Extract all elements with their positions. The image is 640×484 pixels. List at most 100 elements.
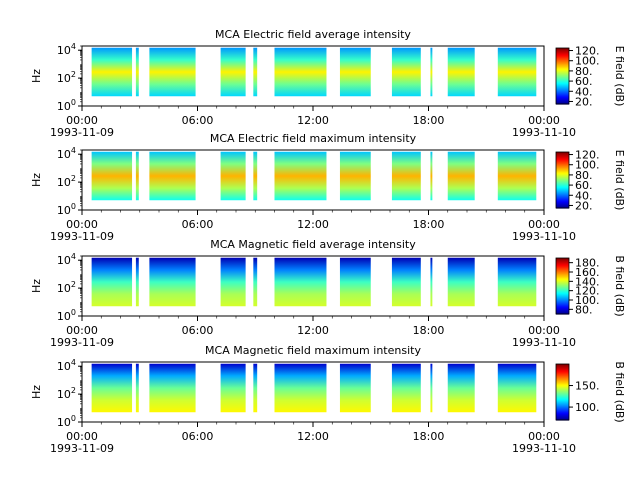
spectrogram-segment <box>339 47 371 97</box>
colorbar-tick-label: 80. <box>575 65 593 78</box>
colorbar-frame <box>555 363 570 421</box>
colorbar-swatch <box>556 62 569 65</box>
colorbar-swatch <box>556 298 569 300</box>
x-tick-label: 06:00 <box>182 430 214 443</box>
colorbar-swatch <box>556 373 569 375</box>
y-tick-base: 10 <box>57 388 71 401</box>
colorbar-swatch <box>556 269 569 271</box>
colorbar-swatch <box>556 263 569 266</box>
y-tick-exponent: 2 <box>71 70 76 79</box>
y-tick-label: 102 <box>57 280 76 295</box>
colorbar-swatch <box>556 184 569 187</box>
spectrogram-segment <box>339 257 371 307</box>
colorbar-tick-label: 100. <box>575 159 600 172</box>
colorbar-swatch <box>556 394 569 397</box>
colorbar-swatch <box>556 259 569 262</box>
spectrogram-segment <box>253 257 258 307</box>
panel-4: MCA Magnetic field maximum intensity1001… <box>30 344 576 455</box>
colorbar-swatch <box>556 306 569 309</box>
colorbar-swatch <box>556 206 569 208</box>
y-tick-label: 102 <box>57 70 76 85</box>
colorbar-swatch <box>556 293 569 295</box>
colorbar-swatch <box>556 278 569 281</box>
y-tick-base: 10 <box>57 416 71 429</box>
colorbar-swatch <box>556 164 569 166</box>
colorbar-tick-label: 40. <box>575 85 593 98</box>
y-tick-exponent: 0 <box>71 98 76 107</box>
spectrogram-segment <box>253 47 258 97</box>
y-tick-exponent: 2 <box>71 280 76 289</box>
colorbar-tick-label: 160. <box>575 266 600 279</box>
x-tick-label: 00:00 <box>528 430 560 443</box>
colorbar-swatch <box>556 166 569 168</box>
colorbar-swatch <box>556 283 569 285</box>
colorbar-swatch <box>556 90 569 92</box>
colorbar: 20.40.60.80.100.120. E field (dB) <box>555 149 626 212</box>
spectrogram-segment <box>391 257 421 307</box>
colorbar-swatch <box>556 166 569 169</box>
colorbar-swatch <box>556 400 569 402</box>
colorbar-swatch <box>556 71 569 73</box>
colorbar-swatch <box>556 403 569 405</box>
colorbar-swatch <box>556 413 569 415</box>
colorbar-swatch <box>556 386 569 388</box>
colorbar-tick-label: 80. <box>575 303 593 316</box>
colorbar-tick-label: 60. <box>575 75 593 88</box>
y-tick-base: 10 <box>57 360 71 373</box>
colorbar-swatch <box>556 61 569 63</box>
colorbar-swatch <box>556 92 569 95</box>
colorbar-swatch <box>556 154 569 157</box>
colorbar-swatch <box>556 177 569 179</box>
colorbar-swatch <box>556 294 569 296</box>
spectrogram-segment <box>91 257 133 307</box>
x-tick-label: 12:00 <box>297 430 329 443</box>
colorbar-swatch <box>556 397 569 400</box>
colorbar-swatch <box>556 301 569 304</box>
colorbar-swatch <box>556 367 569 370</box>
y-tick-base: 10 <box>57 44 71 57</box>
x-tick-label: 00:00 <box>66 114 98 127</box>
colorbar-swatch <box>556 59 569 61</box>
spectrogram-segment <box>220 151 246 201</box>
x-tick-date: 1993-11-10 <box>512 230 576 243</box>
spectrogram-segment <box>447 257 475 307</box>
colorbar-swatch <box>556 194 569 197</box>
colorbar-swatch <box>556 312 569 314</box>
colorbar-swatch <box>556 411 569 414</box>
colorbar-swatch <box>556 281 569 283</box>
x-tick-label: 12:00 <box>297 218 329 231</box>
colorbar-swatch <box>556 158 569 161</box>
x-tick-label: 12:00 <box>297 114 329 127</box>
spectrogram-segment <box>220 363 246 413</box>
spectrogram-segment <box>149 151 196 201</box>
colorbar-frame <box>555 257 570 315</box>
colorbar-swatch <box>556 180 569 182</box>
colorbar: 20.40.60.80.100.120. E field (dB) <box>555 45 626 108</box>
colorbar-swatch <box>556 270 569 272</box>
colorbar-swatch <box>556 60 569 62</box>
colorbar-swatch <box>556 193 569 195</box>
colorbar-swatch <box>556 73 569 75</box>
colorbar-swatch <box>556 272 569 274</box>
y-tick-label: 104 <box>57 146 76 161</box>
colorbar-swatch <box>556 268 569 270</box>
y-tick-exponent: 2 <box>71 174 76 183</box>
spectrogram-segment <box>430 363 433 413</box>
colorbar-swatch <box>556 292 569 295</box>
colorbar-swatch <box>556 264 569 267</box>
spectrogram-segment <box>149 257 196 307</box>
colorbar-swatch <box>556 364 569 367</box>
colorbar-swatch <box>556 182 569 185</box>
x-tick-label: 06:00 <box>182 218 214 231</box>
colorbar-tick-label: 100. <box>575 401 600 414</box>
colorbar-tick-label: 40. <box>575 189 593 202</box>
colorbar-swatch <box>556 68 569 71</box>
colorbar-swatch <box>556 156 569 159</box>
spectrogram-segment <box>497 257 537 307</box>
colorbar-tick-label: 120. <box>575 149 600 162</box>
colorbar-swatch <box>556 179 569 181</box>
colorbar-swatch <box>556 279 569 281</box>
y-tick-exponent: 4 <box>71 358 76 367</box>
y-tick-base: 10 <box>57 204 71 217</box>
